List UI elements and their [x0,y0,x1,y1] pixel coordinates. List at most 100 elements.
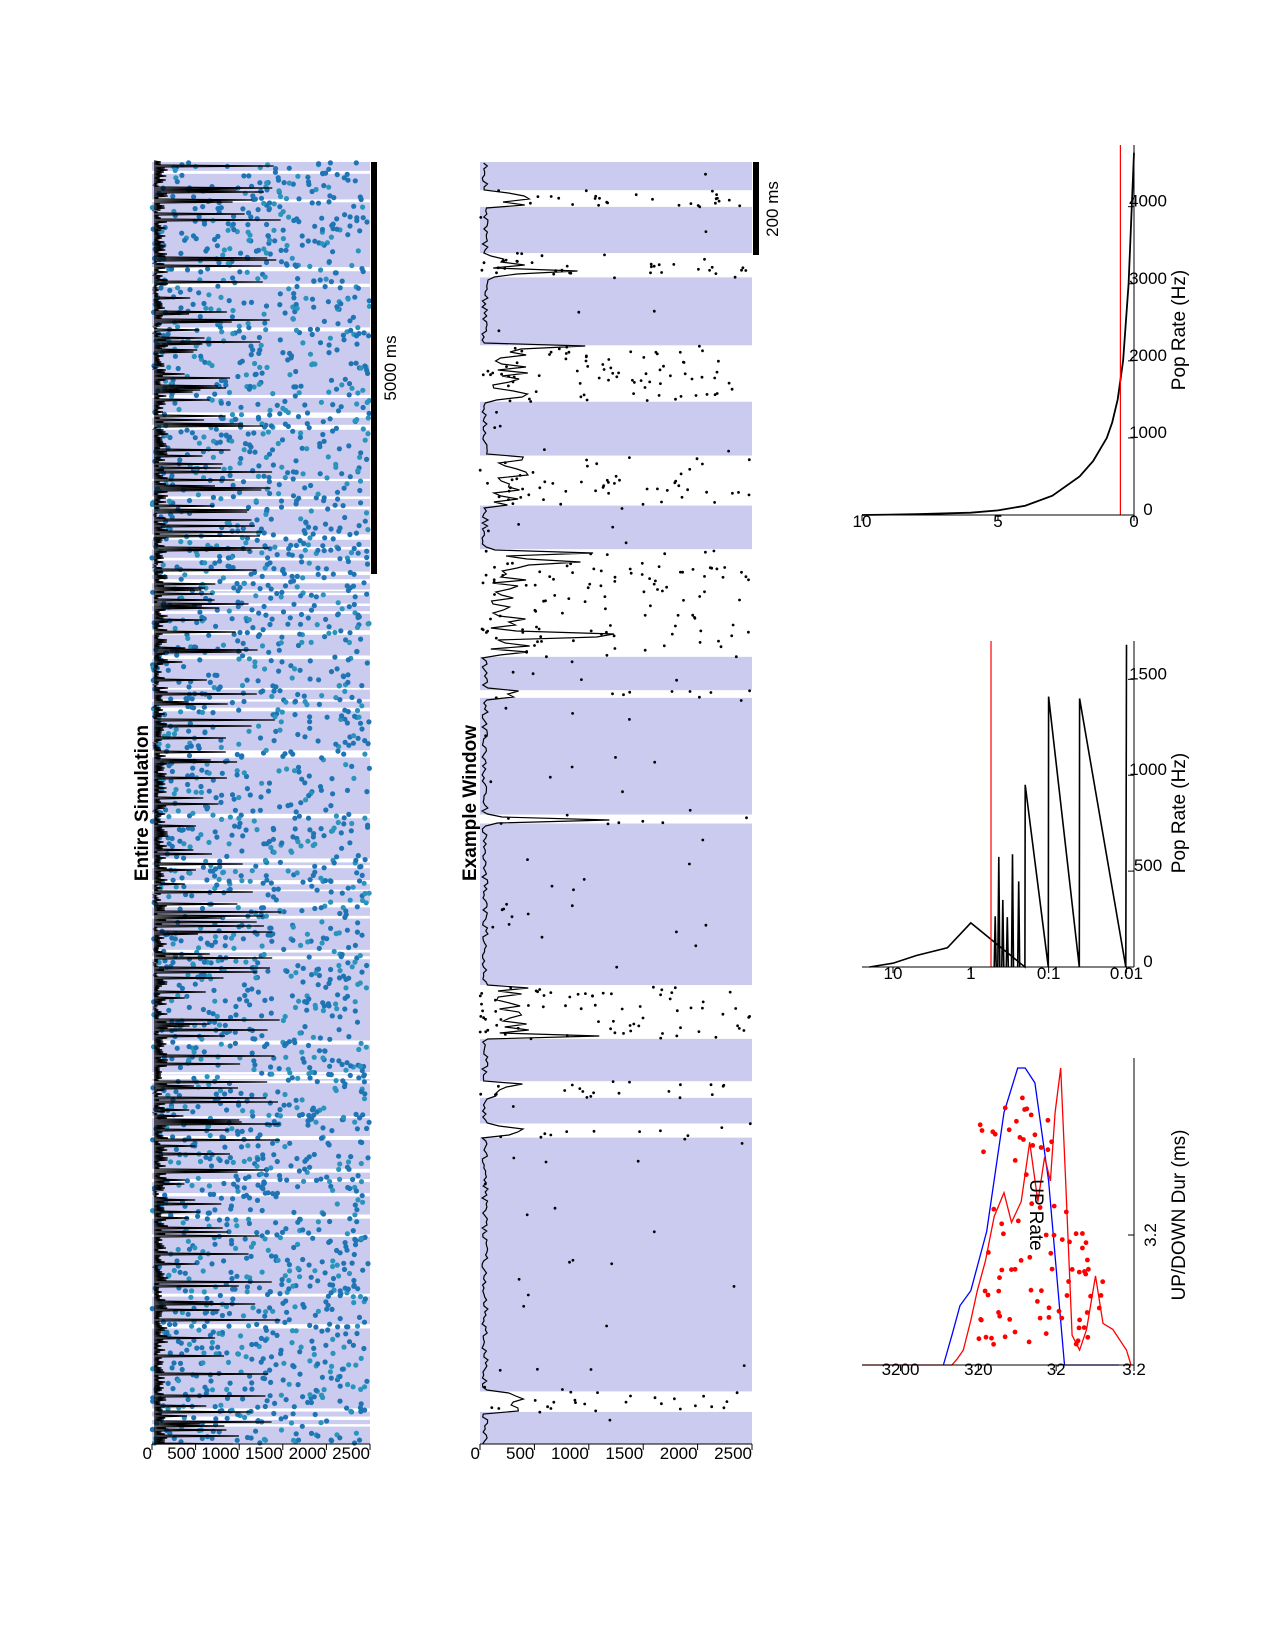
spike-point [497,1407,501,1410]
spike-point [303,797,309,803]
spike-point [286,1277,292,1284]
spike-point [266,474,272,481]
spike-point [201,616,207,622]
spike-point [261,311,267,317]
spike-point [308,592,314,598]
up-rate-point [1043,1331,1049,1336]
spike-point [328,1375,334,1381]
spike-point [212,998,218,1004]
spike-point [234,1437,240,1443]
spike-point [166,762,172,769]
spike-point [178,938,184,944]
spike-point [245,431,251,437]
spike-point [354,1219,360,1225]
spike-point [208,976,214,982]
spike-point [308,1399,314,1406]
spike-point [326,1142,332,1148]
spike-point [365,431,371,437]
spike-point [290,181,296,187]
spike-point [617,821,621,825]
spike-point [330,1336,336,1342]
spike-point [330,1275,337,1282]
spike-point [286,551,292,557]
spike-point [564,352,568,355]
spike-point [214,1074,220,1080]
spike-point [274,590,280,597]
spike-point [285,802,291,809]
spike-point [491,925,495,929]
spike-point [549,1133,553,1137]
spike-point [194,1345,200,1351]
y-tick-label: 500 [1134,856,1162,875]
spike-point [337,910,343,917]
spike-point [212,391,218,397]
spike-point [334,216,340,222]
spike-point [173,786,179,793]
spike-point [244,1434,251,1441]
spike-point [326,624,332,630]
spike-point [188,743,194,749]
spike-point [313,1119,319,1125]
spike-point [226,297,232,304]
spike-point [297,631,303,637]
spike-point [224,1222,230,1228]
spike-point [307,535,313,541]
spike-point [202,1384,208,1390]
spike-point [218,744,224,750]
up-rate-point [1048,1250,1054,1256]
spike-point [283,1397,289,1403]
spike-point [200,1006,206,1013]
spike-point [346,1033,352,1040]
spike-point [189,1387,195,1393]
spike-point [295,691,301,698]
spike-point [172,400,178,406]
spike-point [658,368,662,372]
spike-point [612,634,616,638]
spike-point [300,965,306,971]
spike-point [629,571,633,575]
spike-point [660,988,664,992]
spike-point [293,542,299,549]
down-state-gap [152,699,370,702]
spike-point [358,1408,364,1415]
spike-point [538,570,542,574]
spike-point [480,627,484,631]
spike-point [653,760,657,764]
spike-point [344,1405,350,1411]
spike-point [271,688,277,694]
spike-point [254,517,260,523]
spike-point [341,337,347,343]
spike-point [170,959,176,965]
spike-point [249,1356,255,1362]
spike-point [602,484,606,488]
spike-point [302,780,308,786]
spike-point [364,660,370,666]
spike-point [212,934,219,940]
spike-point [204,1216,210,1222]
spike-point [255,1182,261,1188]
spike-point [307,1283,313,1289]
spike-point [218,1402,224,1408]
spike-point [319,919,325,925]
spike-point [291,1244,297,1251]
spike-point [289,1075,295,1081]
spike-point [349,262,355,269]
spike-point [215,958,221,964]
spike-point [220,642,227,648]
spike-point [268,996,275,1002]
up-duration-line [862,1067,1132,1366]
spike-point [605,478,609,482]
spike-point [166,1007,172,1013]
y-tick-label: 0 [1143,500,1152,519]
spike-point [358,1235,364,1241]
spike-point [186,1004,192,1010]
spike-point [166,364,172,370]
spike-point [311,1054,317,1060]
spike-point [349,1260,355,1266]
spike-point [280,208,286,215]
up-state-band [480,1411,752,1444]
spike-point [177,1269,183,1275]
spike-point [286,286,292,292]
up-rate-point [1009,1267,1014,1272]
